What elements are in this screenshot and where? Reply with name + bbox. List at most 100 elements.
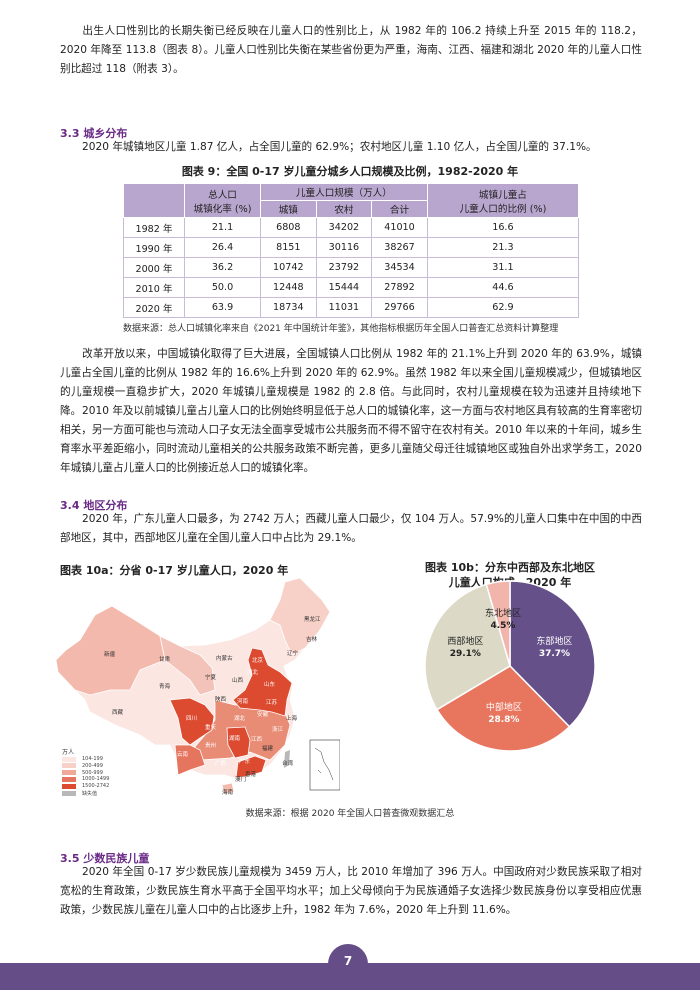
legend-swatch bbox=[62, 770, 76, 776]
pie-slice-2 bbox=[424, 583, 511, 711]
province-label: 台湾 bbox=[282, 761, 294, 767]
legend-swatch bbox=[62, 776, 76, 782]
table-cell: 2020 年 bbox=[123, 297, 185, 318]
table-cell: 63.9 bbox=[184, 297, 261, 318]
pie-label: 中部地区 28.8% bbox=[474, 702, 534, 726]
table-row: 2020 年 63.9 18734 11031 29766 62.9 bbox=[123, 297, 580, 318]
header-urbanization: 总人口 城镇化率 (%) bbox=[184, 183, 261, 218]
paragraph-urban-share: 2010 年及以前城镇儿童占儿童人口的比例始终明显低于总人口的城镇化率，这一方面… bbox=[60, 402, 642, 478]
province-label: 广西 bbox=[215, 761, 227, 767]
province-label: 宁夏 bbox=[205, 675, 217, 681]
paragraph-sex-ratio: 出生人口性别比的长期失衡已经反映在儿童人口的性别比上，从 1982 年的 106… bbox=[60, 22, 642, 79]
province-label: 新疆 bbox=[104, 652, 116, 658]
province-label: 陕西 bbox=[215, 697, 227, 703]
table-cell: 26.4 bbox=[184, 237, 261, 258]
table-row: 2010 年 50.0 12448 15444 27892 44.6 bbox=[123, 277, 580, 298]
table-cell: 50.0 bbox=[184, 277, 261, 298]
pie-slice-1 bbox=[435, 665, 571, 752]
table-9: 总人口 城镇化率 (%) 儿童人口规模（万人） 城镇儿童占 儿童人口的比例 (%) … bbox=[123, 183, 580, 318]
header-year bbox=[123, 183, 185, 218]
province-label: 上海 bbox=[286, 716, 298, 722]
table-cell: 41010 bbox=[371, 217, 428, 238]
legend-label: 1000-1499 bbox=[82, 776, 110, 783]
table-cell: 18734 bbox=[260, 297, 317, 318]
province-label: 山东 bbox=[264, 682, 276, 688]
pie-label: 东部地区 37.7% bbox=[524, 636, 584, 660]
south-china-sea-inset bbox=[309, 739, 341, 791]
paragraph-text: 2020 年，广东儿童人口最多，为 2742 万人；西藏儿童人口最少，仅 104… bbox=[60, 513, 642, 544]
figure-10a-caption: 图表 10a：分省 0-17 岁儿童人口，2020 年 bbox=[60, 564, 289, 577]
province-gansu bbox=[159, 635, 216, 696]
page-number: 7 bbox=[328, 944, 368, 984]
province-label: 青海 bbox=[159, 684, 171, 690]
table-cell: 30116 bbox=[315, 237, 373, 258]
province-label: 海南 bbox=[222, 790, 234, 796]
legend-label: 200-499 bbox=[82, 762, 103, 769]
pie-slice-0 bbox=[509, 580, 596, 728]
pie-label-value: 29.1% bbox=[449, 649, 481, 660]
province-label: 北京 bbox=[252, 658, 264, 664]
province-hainan bbox=[221, 782, 235, 795]
table-cell: 44.6 bbox=[426, 277, 580, 298]
figure-10-source: 数据来源：根据 2020 年全国人口普查微观数据汇总 bbox=[245, 809, 455, 819]
province-label: 甘肃 bbox=[159, 657, 171, 663]
header-urban-share: 城镇儿童占 儿童人口的比例 (%) bbox=[426, 183, 580, 218]
table-cell: 62.9 bbox=[426, 297, 580, 318]
province-label: 浙江 bbox=[272, 727, 284, 733]
province-label: 湖南 bbox=[229, 736, 241, 742]
legend-label: 104-199 bbox=[82, 756, 103, 762]
pie-label-name: 东北地区 bbox=[484, 609, 521, 620]
province-northeast bbox=[269, 577, 331, 656]
province-label: 贵州 bbox=[205, 743, 217, 749]
province-label: 四川 bbox=[186, 716, 198, 722]
legend-swatch bbox=[62, 756, 76, 762]
legend-swatch bbox=[62, 763, 76, 769]
table-cell: 21.3 bbox=[426, 237, 580, 258]
pie-label-name: 西部地区 bbox=[447, 637, 484, 648]
province-label: 云南 bbox=[177, 752, 189, 758]
province-label: 河南 bbox=[237, 699, 249, 705]
map-svg bbox=[55, 577, 341, 795]
paragraph-regional: 2020 年，广东儿童人口最多，为 2742 万人；西藏儿童人口最少，仅 104… bbox=[60, 510, 642, 548]
pie-label: 西部地区 29.1% bbox=[435, 636, 495, 660]
table-cell: 12448 bbox=[260, 277, 317, 298]
table-cell: 1982 年 bbox=[123, 217, 185, 238]
section-heading-3-3: 3.3 城乡分布 bbox=[60, 127, 128, 140]
legend-swatch bbox=[62, 783, 76, 789]
pie-label-name: 东部地区 bbox=[536, 636, 573, 647]
table-cell: 34202 bbox=[315, 217, 373, 238]
table-cell: 31.1 bbox=[426, 257, 580, 278]
legend-item: 200-499 bbox=[62, 763, 103, 769]
pie-slice-3 bbox=[485, 580, 511, 667]
section-heading-3-4: 3.4 地区分布 bbox=[60, 499, 128, 512]
table-cell: 10742 bbox=[260, 257, 317, 278]
legend-item: 1000-1499 bbox=[62, 776, 109, 782]
province-label: 香港 bbox=[245, 772, 257, 778]
paragraph-text: 2010 年及以前城镇儿童占儿童人口的比例始终明显低于总人口的城镇化率，这一方面… bbox=[60, 405, 643, 474]
table-row: 1990 年 26.4 8151 30116 38267 21.3 bbox=[123, 237, 580, 258]
table-cell: 34534 bbox=[371, 257, 428, 278]
province-taiwan bbox=[284, 750, 290, 768]
pie-label-value: 37.7% bbox=[538, 648, 571, 659]
province-label: 湖北 bbox=[234, 716, 246, 722]
table-9-caption: 图表 9：全国 0-17 岁儿童分城乡人口规模及比例，1982-2020 年 bbox=[181, 165, 519, 178]
legend-item: 1500-2742 bbox=[62, 783, 109, 789]
table-cell: 29766 bbox=[371, 297, 428, 318]
paragraph-text: 改革开放以来，中国城镇化取得了巨大进展，全国城镇人口比例从 1982 年的 21… bbox=[60, 348, 642, 417]
paragraph-urban-rural: 2020 年城镇地区儿童 1.87 亿人，占全国儿童的 62.9%；农村地区儿童… bbox=[60, 138, 642, 157]
province-label: 河北 bbox=[247, 670, 259, 676]
pie-label-value: 4.5% bbox=[490, 621, 516, 632]
province-label: 江西 bbox=[251, 737, 263, 743]
header-children: 儿童人口规模（万人） bbox=[260, 183, 428, 201]
table-cell: 36.2 bbox=[184, 257, 261, 278]
province-label: 黑龙江 bbox=[304, 617, 321, 623]
province-guangdong bbox=[235, 755, 267, 779]
legend-swatch bbox=[62, 791, 76, 796]
header-total: 合计 bbox=[371, 200, 428, 218]
header-urban: 城镇 bbox=[260, 200, 317, 218]
paragraph-text: 2020 年全国 0-17 岁少数民族儿童规模为 3459 万人，比 2010 … bbox=[60, 866, 642, 916]
legend-item: 缺失值 bbox=[62, 790, 97, 797]
legend-item: 104-199 bbox=[62, 756, 103, 762]
province-label: 山西 bbox=[232, 678, 244, 684]
table-cell: 6808 bbox=[260, 217, 317, 238]
